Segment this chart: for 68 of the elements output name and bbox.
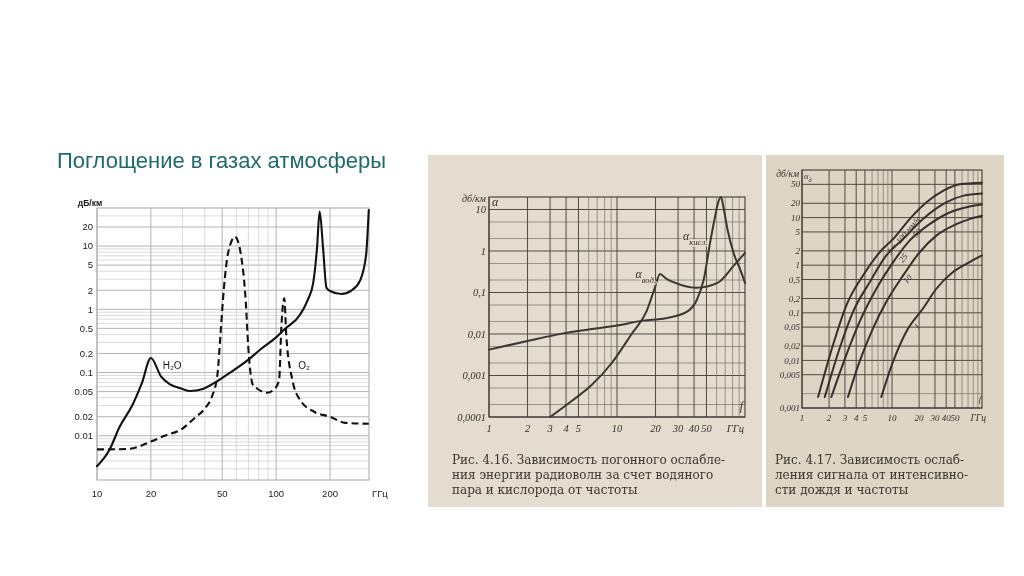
annotation: 25 (896, 251, 910, 265)
x-tick-label: 3 (841, 413, 848, 423)
x-tick-label: 50 (701, 423, 713, 434)
annotation: H₂O (162, 359, 182, 371)
chart-title: Поглощение в газах атмосферы (57, 148, 387, 173)
y-tick-label: 1 (795, 260, 800, 271)
annotation: α$_{д}$ (804, 171, 812, 183)
annotation: f (739, 399, 745, 413)
y-tick-label: 0,02 (784, 341, 801, 352)
y-tick-label: 0,001 (462, 370, 486, 382)
annotation: 10 (900, 271, 915, 286)
y-tick-label: 20 (791, 198, 801, 209)
x-tick-label: 10 (611, 423, 623, 434)
y-tick-label: 5 (795, 227, 801, 238)
y-tick-label: 0.2 (79, 347, 93, 359)
y-tick-label: 0,05 (784, 322, 801, 333)
x-tick-label: 30 (671, 423, 685, 434)
y-tick-label: 0,01 (467, 328, 486, 340)
y-tick-label: 0.01 (74, 430, 93, 442)
y-tick-label: 2 (795, 246, 801, 257)
y-tick-label: 10 (791, 212, 801, 223)
x-tick-label: 5 (862, 413, 868, 423)
y-tick-label: 1 (480, 245, 486, 257)
x-axis-title: ГГц (969, 413, 987, 423)
x-tick-label: 2 (524, 423, 531, 434)
y-tick-label: 2 (87, 284, 93, 296)
annotation: α (492, 195, 499, 209)
y-tick-label: 1 (87, 303, 93, 315)
y-axis-title: дб/км (776, 169, 799, 179)
y-tick-label: 0,1 (788, 307, 800, 318)
annotation: O₂ (298, 359, 311, 371)
x-tick-label: 20 (914, 413, 925, 423)
y-tick-label: 0,1 (472, 287, 486, 299)
y-tick-label: 0,2 (788, 293, 801, 304)
x-tick-label: 10 (887, 413, 897, 423)
y-tick-label: 0,01 (784, 355, 800, 366)
x-tick-label: 20 (145, 488, 157, 499)
y-tick-label: 0,001 (779, 403, 800, 414)
y-tick-label: 10 (475, 204, 487, 216)
x-tick-label: 200 (322, 488, 338, 499)
x-tick-label: 30 (929, 413, 940, 423)
x-tick-label: 40 (688, 423, 701, 434)
text: Рис. 4.16. Зависимость погонного ослабле- ния энергии радиоволн за счет водяного пара и кислорода от частоты (452, 453, 726, 497)
y-tick-label: 0,005 (779, 369, 801, 380)
y-axis-title: дБ/км (77, 198, 103, 208)
x-tick-label: 5 (575, 423, 582, 434)
y-axis-title: дб/км (462, 193, 487, 204)
y-tick-label: 0,5 (788, 274, 801, 285)
x-tick-label: 100 (268, 488, 285, 499)
x-tick-label: 3 (546, 423, 553, 434)
x-tick-label: 4 (563, 423, 570, 434)
text: Рис. 4.17. Зависимость ослаб- ления сигнала от интенсивно- сти дождя и частоты (775, 453, 969, 497)
x-tick-label: 50 (216, 488, 228, 499)
x-tick-label: 4 (853, 413, 859, 423)
y-tick-label: 0.02 (74, 411, 93, 423)
y-tick-label: 50 (791, 179, 801, 190)
annotation: 1 (911, 321, 923, 332)
y-tick-label: 5 (87, 259, 93, 271)
y-tick-label: 0.1 (79, 366, 93, 378)
y-tick-label: 20 (82, 221, 93, 233)
x-tick-label: 2 (826, 413, 832, 423)
y-tick-label: 0,0001 (457, 411, 486, 423)
y-tick-label: 0.05 (74, 385, 93, 397)
x-tick-label: 20 (650, 423, 662, 434)
x-axis-title: ГГц (372, 488, 389, 499)
x-axis-title: ГГц (725, 423, 744, 434)
y-tick-label: 0.5 (79, 322, 93, 334)
y-tick-label: 10 (82, 240, 93, 252)
